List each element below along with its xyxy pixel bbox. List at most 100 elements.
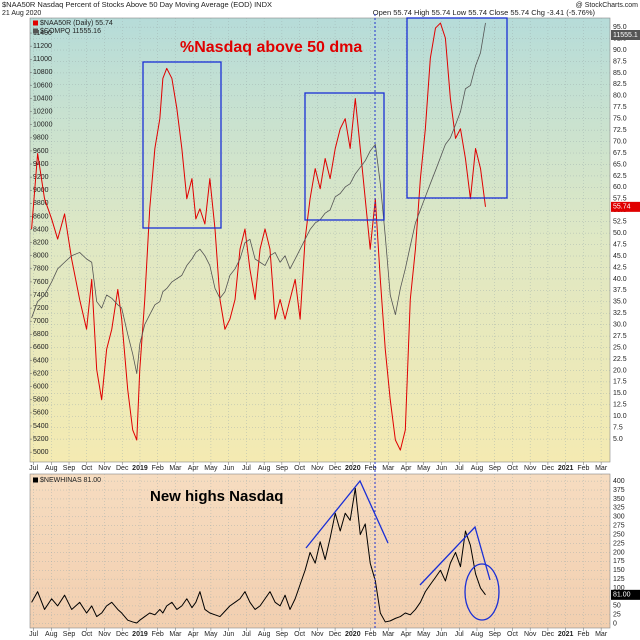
x-tick-label: Nov	[311, 631, 324, 638]
x-tick-label: Sep	[488, 631, 501, 638]
y2-tick-label: 47.5	[613, 241, 627, 248]
y2-tick-label: 25.0	[613, 344, 627, 351]
y-tick-label: 6200	[33, 370, 49, 377]
box	[142, 61, 222, 229]
x-tick-label: Jul	[242, 465, 251, 472]
x-tick-label: Aug	[471, 631, 484, 638]
y-tick-label: 7200	[33, 305, 49, 312]
y-tick-label: 7000	[33, 318, 49, 325]
header-credit: @ StockCharts.com	[576, 2, 639, 9]
y-tick-label: 5600	[33, 410, 49, 417]
y2-tick-label: 70.0	[613, 138, 627, 145]
x-tick-label: Oct	[507, 631, 518, 638]
x-tick-label: Aug	[471, 465, 484, 472]
x-tick-label: Aug	[45, 465, 58, 472]
y2-tick-label: 72.5	[613, 127, 627, 134]
x-tick-label: Sep	[276, 631, 289, 638]
legend-swatch	[33, 477, 38, 483]
annotation-text: New highs Nasdaq	[150, 488, 283, 505]
x-tick-label: Jul	[455, 465, 464, 472]
y-tick-label: 200	[613, 549, 625, 556]
x-tick-label: Dec	[116, 465, 129, 472]
value-tag-label: 55.74	[613, 204, 631, 211]
legend-label: $NAA50R (Daily) 55.74	[40, 20, 113, 27]
box	[406, 17, 508, 199]
y2-tick-label: 12.5	[613, 402, 627, 409]
y2-tick-label: 17.5	[613, 379, 627, 386]
y-tick-label: 9800	[33, 135, 49, 142]
series-line	[31, 22, 486, 374]
value-tag	[611, 30, 640, 40]
x-tick-label: 2020	[345, 465, 361, 472]
x-tick-label: Aug	[45, 631, 58, 638]
y-tick-label: 25	[613, 612, 621, 619]
x-tick-label: Dec	[329, 631, 342, 638]
legend-swatch	[33, 20, 38, 26]
x-tick-label: Mar	[595, 631, 608, 638]
header-date: 21 Aug 2020	[2, 10, 41, 17]
x-tick-label: Jul	[455, 631, 464, 638]
y2-tick-label: 85.0	[613, 70, 627, 77]
y-tick-label: 325	[613, 505, 625, 512]
x-tick-label: Mar	[382, 631, 395, 638]
x-tick-label: 2019	[132, 465, 148, 472]
y-tick-label: 5800	[33, 397, 49, 404]
x-tick-label: Dec	[116, 631, 129, 638]
x-tick-label: Jun	[223, 465, 234, 472]
y-tick-label: 375	[613, 487, 625, 494]
x-tick-label: Feb	[365, 465, 377, 472]
x-tick-label: Apr	[188, 465, 200, 472]
x-tick-label: Oct	[294, 465, 305, 472]
y-tick-label: 0	[613, 621, 617, 628]
y2-tick-label: 30.0	[613, 322, 627, 329]
x-tick-label: Sep	[276, 465, 289, 472]
x-tick-label: Apr	[401, 465, 413, 472]
trend-line	[419, 525, 491, 586]
x-tick-label: Dec	[542, 465, 555, 472]
y-tick-label: 225	[613, 540, 625, 547]
series-line	[31, 22, 486, 451]
y-tick-label: 5000	[33, 449, 49, 456]
y2-tick-label: 10.0	[613, 413, 627, 420]
plot-layer: Jul Aug Sep Oct Nov Dec 2019 Feb Mar Apr May Jun Jul…	[29, 18, 640, 638]
y-tick-label: 5200	[33, 436, 49, 443]
x-tick-label: Sep	[63, 631, 76, 638]
y-tick-label: 100	[613, 585, 625, 592]
y-tick-label: 8200	[33, 239, 49, 246]
y2-tick-label: 82.5	[613, 81, 627, 88]
x-tick-label: Feb	[577, 465, 589, 472]
x-tick-label: Aug	[258, 465, 271, 472]
x-tick-label: Jul	[242, 631, 251, 638]
y2-tick-label: 77.5	[613, 104, 627, 111]
y2-tick-label: 7.5	[613, 425, 623, 432]
y-tick-label: 10200	[33, 108, 53, 115]
header-ohlc: Open 55.74 High 55.74 Low 55.74 Close 55…	[373, 8, 596, 17]
y2-tick-label: 90.0	[613, 47, 627, 54]
y2-tick-label: 80.0	[613, 93, 627, 100]
x-tick-label: Aug	[258, 631, 271, 638]
y-tick-label: 11400	[33, 30, 52, 37]
value-tag	[611, 589, 640, 600]
y-tick-label: 7600	[33, 279, 49, 286]
value-tag	[611, 201, 640, 212]
x-tick-label: Oct	[294, 631, 305, 638]
annotation-shapes	[142, 17, 508, 621]
y-tick-label: 150	[613, 567, 625, 574]
x-tick-label: Feb	[577, 631, 589, 638]
x-tick-label: Apr	[188, 631, 200, 638]
y-tick-label: 6400	[33, 357, 49, 364]
y-tick-label: 7400	[33, 292, 49, 299]
y2-tick-label: 67.5	[613, 150, 627, 157]
y2-tick-label: 87.5	[613, 58, 627, 65]
y-tick-label: 175	[613, 558, 625, 565]
y2-tick-label: 27.5	[613, 333, 627, 340]
y2-tick-label: 22.5	[613, 356, 627, 363]
x-tick-label: Jun	[223, 631, 234, 638]
trend-line	[305, 479, 389, 549]
y2-tick-label: 35.0	[613, 299, 627, 306]
y2-tick-label: 52.5	[613, 219, 627, 226]
y-tick-label: 250	[613, 531, 625, 538]
x-tick-label: Jul	[29, 465, 38, 472]
y-tick-label: 400	[613, 478, 625, 485]
